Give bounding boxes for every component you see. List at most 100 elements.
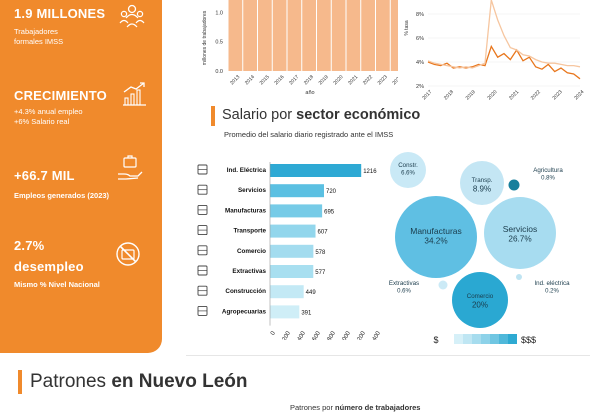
- bubble-label: Servicios: [503, 224, 537, 234]
- bar-x-tick: 2017: [288, 74, 300, 86]
- truck-icon: [197, 225, 208, 236]
- sector-label: Construcción: [225, 288, 266, 295]
- bar-x-tick: 2023: [377, 74, 389, 86]
- sector-bubble: [390, 152, 426, 188]
- no-work-icon: [116, 242, 140, 266]
- bar-y-tick: 0.5: [215, 40, 223, 46]
- bar-x-tick: 2013: [229, 74, 241, 86]
- salary-title-light: Salario por: [222, 107, 297, 123]
- growth-chart-icon: [123, 82, 146, 106]
- stat-growth-line2: +6% Salario real: [14, 117, 70, 126]
- patrones-title-light: Patrones: [30, 371, 112, 392]
- sector-bubble: [508, 179, 520, 191]
- patrones-title-bold: en Nuevo León: [111, 371, 248, 392]
- stat-unemployment-value: 2.7%: [14, 238, 45, 253]
- line-x-tick: 2022: [530, 89, 542, 101]
- salary-title-bold: sector económico: [296, 107, 421, 123]
- salary-bar: [270, 184, 324, 198]
- bar-chart-xlabel: año: [305, 90, 314, 96]
- salary-x-tick: 600: [312, 330, 323, 340]
- bar-y-tick: 1.0: [215, 10, 223, 16]
- stat-jobs-line1: Empleos generados (2023): [14, 191, 110, 200]
- bubble-label: Constr.: [398, 162, 418, 169]
- line-x-tick: 2019: [465, 89, 477, 101]
- workers-bar: [243, 0, 257, 71]
- bubble-value: 6.6%: [401, 171, 415, 177]
- bubble-label: Extractivas: [389, 280, 419, 287]
- workers-bar: [302, 0, 316, 71]
- bubble-label: Transp.: [472, 177, 493, 184]
- salary-x-tick: 1400: [370, 330, 382, 340]
- legend-swatch: [490, 334, 499, 344]
- bar-x-tick: 2020: [332, 74, 344, 86]
- patrones-section-accent: [18, 370, 22, 394]
- salary-value-label: 449: [306, 290, 317, 296]
- sector-bubble: [395, 196, 477, 278]
- bubble-label: Comercio: [467, 293, 494, 300]
- bubble-value: 0.8%: [541, 176, 555, 182]
- workers-bar: [346, 0, 361, 71]
- sector-bubble: [516, 274, 522, 280]
- line-y-tick: 2%: [416, 84, 424, 90]
- line-y-tick: 6%: [416, 36, 424, 42]
- legend-swatch: [481, 334, 490, 344]
- salary-section-accent: [211, 106, 215, 126]
- workers-bar: [228, 0, 243, 71]
- legend-low-label: $: [433, 335, 438, 345]
- stat-jobs-value: +66.7 MIL: [14, 168, 75, 183]
- bubble-value: 34.2%: [424, 237, 447, 246]
- stat-unemployment-label: desempleo: [14, 259, 84, 274]
- bar-chart-ylabel: millones de trabajadores: [202, 10, 208, 65]
- legend-swatch: [463, 334, 472, 344]
- patrones-section-title: Patrones en Nuevo León: [30, 371, 248, 393]
- bubble-value: 26.7%: [508, 235, 531, 244]
- unemployment-line-series: [427, 0, 581, 69]
- unemployment-line-chart: % tasa 2% 4% 6% 8% 2017 2018 2019 2020 2021 2022…: [398, 0, 590, 104]
- salary-x-tick: 0: [270, 330, 277, 336]
- salary-value-label: 607: [318, 230, 329, 236]
- salary-x-tick: 1000: [340, 330, 352, 340]
- workers-bar: [287, 0, 302, 71]
- workers-bar-chart: millones de trabajadores 0.00.51.0 2013 2…: [200, 0, 410, 98]
- sector-label: Servicios: [238, 187, 267, 194]
- salary-bar-chart: Ind. Eléctrica 1216 Servicios 720 Manufactur…: [197, 162, 382, 340]
- salary-value-label: 720: [326, 189, 337, 195]
- sector-label: Agropecuarias: [222, 308, 267, 315]
- salary-bar: [270, 224, 316, 238]
- workers-bar: [331, 0, 346, 71]
- line-y-tick: 8%: [416, 12, 424, 18]
- workers-bar: [361, 0, 375, 71]
- sector-label: Ind. Eléctrica: [227, 167, 267, 174]
- summary-panel: 1.9 MILLONES Trabajadores formales IMSS …: [0, 0, 162, 353]
- sector-bubble: [460, 161, 504, 205]
- bubble-label: Ind. eléctrica: [534, 280, 570, 287]
- patrones-sub-bold: número de trabajadores: [335, 403, 421, 412]
- stat-unemployment-line1: Mismo % Nivel Nacional: [14, 280, 100, 289]
- salary-value-label: 577: [315, 270, 326, 276]
- sector-bubble: [438, 280, 448, 290]
- people-icon: [197, 184, 208, 195]
- stat-growth-line1: +4.3% anual empleo: [14, 107, 83, 116]
- bubble-label: Manufacturas: [410, 226, 462, 236]
- bubble-value: 8.9%: [473, 185, 491, 194]
- salary-x-tick: 1200: [355, 330, 367, 340]
- stat-workers-value: 1.9 MILLONES: [14, 6, 106, 21]
- salary-section-title: Salario por sector económico: [222, 107, 420, 123]
- sector-label: Transporte: [233, 228, 266, 235]
- bubble-value: 20%: [472, 301, 488, 310]
- salary-bubble-chart: Constr. 6.6% Transp.8.9% Agricultura 0.8% Man…: [389, 152, 570, 345]
- salary-value-label: 391: [301, 310, 312, 316]
- bar-x-tick: 2021: [347, 74, 359, 86]
- mining-icon: [197, 265, 208, 276]
- line-x-tick: 2018: [443, 89, 455, 101]
- line-x-tick: 2023: [552, 89, 564, 101]
- salary-value-label: 1216: [363, 169, 377, 175]
- workers-bar: [272, 0, 287, 71]
- bar-x-tick: 2018: [303, 74, 315, 86]
- line-chart-ylabel: % tasa: [404, 20, 410, 36]
- salary-value-label: 695: [324, 209, 335, 215]
- bubble-value: 0.6%: [397, 289, 411, 295]
- section-divider: [186, 355, 590, 356]
- sector-bubble: [452, 272, 508, 328]
- construction-icon: [197, 285, 208, 296]
